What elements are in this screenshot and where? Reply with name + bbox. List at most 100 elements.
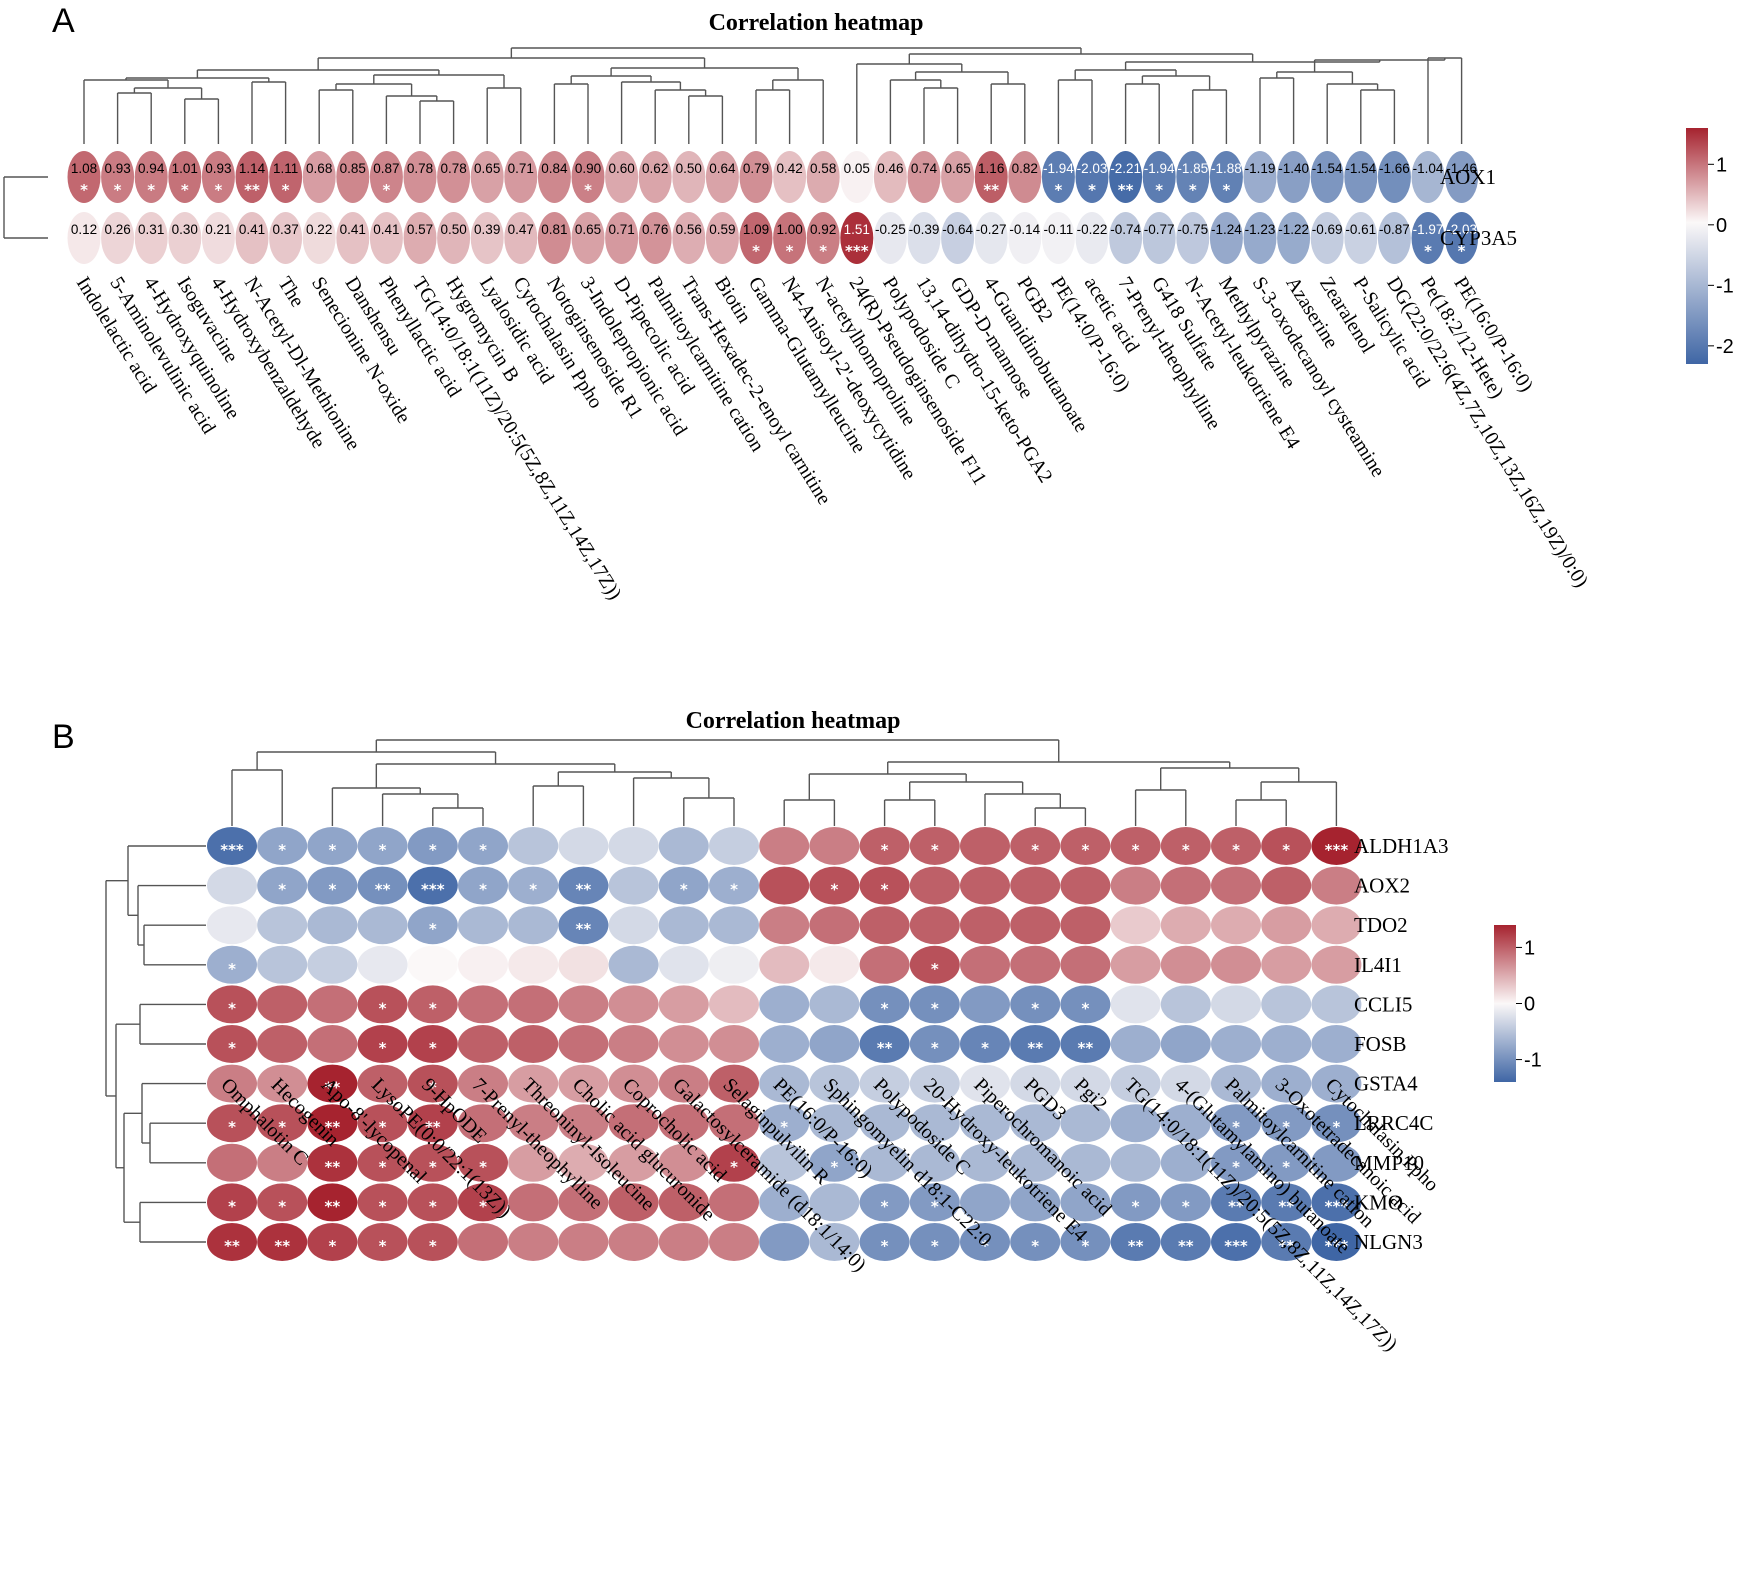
significance-mark: * xyxy=(278,1118,286,1136)
cell-aox2-8 xyxy=(608,866,659,905)
cell-value: 0.68 xyxy=(306,161,332,176)
significance-mark: * xyxy=(479,841,487,859)
cell-cyp3a5-0 xyxy=(67,212,101,264)
cell-il4i1-7 xyxy=(558,945,609,984)
cell-lrrc4c-19 xyxy=(1160,1104,1211,1143)
cell-aox1-11 xyxy=(437,151,471,203)
cell-aox1-2 xyxy=(134,151,168,203)
cell-nlgn3-17 xyxy=(1060,1223,1111,1261)
cell-aox1-21 xyxy=(773,151,807,203)
cell-aox1-8 xyxy=(336,151,370,203)
cell-value: -0.22 xyxy=(1077,222,1108,237)
cell-il4i1-22 xyxy=(1311,945,1362,984)
cell-tdo2-9 xyxy=(658,906,709,945)
significance-mark: ** xyxy=(325,1079,341,1097)
cell-aox1-32 xyxy=(1142,151,1176,203)
significance-mark: * xyxy=(1031,841,1039,859)
cell-gsta4-8 xyxy=(608,1064,659,1103)
legend-tick-label: 0 xyxy=(1524,994,1535,1016)
cell-tdo2-5 xyxy=(458,906,508,945)
cell-tdo2-0 xyxy=(207,906,257,945)
cell-aldh1a3-13 xyxy=(859,827,910,865)
panel-a-color-legend: 1 0 -1 -2 xyxy=(1686,128,1734,364)
cell-ccli5-22 xyxy=(1311,985,1362,1024)
cell-mmp10-19 xyxy=(1160,1143,1211,1182)
cell-aox2-2 xyxy=(307,866,358,905)
cell-aox1-37 xyxy=(1310,151,1344,203)
cell-tdo2-18 xyxy=(1110,906,1161,945)
cell-nlgn3-4 xyxy=(407,1223,458,1261)
cell-cyp3a5-1 xyxy=(101,212,135,264)
cell-tdo2-10 xyxy=(709,906,759,945)
cell-aox1-4 xyxy=(201,151,235,203)
cell-mmp10-11 xyxy=(759,1143,810,1182)
cell-mmp10-3 xyxy=(357,1143,408,1182)
significance-mark: * xyxy=(730,881,738,899)
cell-aox2-9 xyxy=(658,866,709,905)
cell-tdo2-11 xyxy=(759,906,810,945)
significance-mark: *** xyxy=(1325,841,1349,859)
cell-mmp10-4 xyxy=(407,1143,458,1182)
cell-cyp3a5-14 xyxy=(537,212,571,264)
cell-ccli5-4 xyxy=(407,985,458,1024)
cell-kmo-4 xyxy=(407,1183,458,1222)
cell-gsta4-3 xyxy=(357,1064,408,1103)
significance-mark: * xyxy=(429,1079,437,1097)
cell-value: 0.93 xyxy=(205,161,231,176)
cell-value: 0.58 xyxy=(810,161,836,176)
cell-mmp10-9 xyxy=(658,1143,709,1182)
cell-gsta4-11 xyxy=(759,1064,810,1103)
legend-colorbar xyxy=(1494,925,1516,1082)
significance-mark: * xyxy=(228,1197,236,1215)
cell-fosb-15 xyxy=(960,1025,1010,1063)
significance-mark: * xyxy=(379,841,387,859)
cell-value: 0.81 xyxy=(541,222,567,237)
cell-kmo-5 xyxy=(458,1183,508,1222)
significance-mark: * xyxy=(931,960,939,978)
cell-cyp3a5-15 xyxy=(571,212,605,264)
cell-value: 0.39 xyxy=(474,222,500,237)
cell-value: 1.09 xyxy=(743,222,769,237)
cell-nlgn3-19 xyxy=(1160,1223,1211,1261)
cell-cyp3a5-5 xyxy=(235,212,269,264)
cell-tdo2-8 xyxy=(608,906,659,945)
cell-gsta4-18 xyxy=(1110,1064,1161,1103)
cell-aox2-7 xyxy=(558,866,609,905)
cell-il4i1-14 xyxy=(909,945,960,984)
cell-fosb-10 xyxy=(709,1025,759,1063)
cell-kmo-3 xyxy=(357,1183,408,1222)
cell-il4i1-16 xyxy=(1010,945,1061,984)
cell-il4i1-3 xyxy=(357,945,408,984)
cell-mmp10-18 xyxy=(1110,1143,1161,1182)
significance-mark: * xyxy=(1182,841,1190,859)
cell-value: -0.61 xyxy=(1345,222,1376,237)
cell-value: 0.46 xyxy=(877,161,903,176)
cell-fosb-20 xyxy=(1211,1025,1261,1063)
cell-value: -1.46 xyxy=(1446,161,1477,176)
row-label-lrrc4c: LRRC4C xyxy=(1354,1111,1433,1135)
significance-mark: ** xyxy=(576,920,592,938)
cell-il4i1-13 xyxy=(859,945,910,984)
cell-mmp10-6 xyxy=(508,1143,559,1182)
significance-mark: ** xyxy=(375,881,391,899)
cell-lrrc4c-5 xyxy=(458,1104,508,1143)
cell-kmo-11 xyxy=(759,1183,810,1222)
cell-ccli5-21 xyxy=(1261,985,1312,1024)
cell-gsta4-14 xyxy=(909,1064,960,1103)
cell-value: 1.11 xyxy=(273,161,298,176)
significance-mark: * xyxy=(680,881,688,899)
cell-gsta4-12 xyxy=(809,1064,860,1103)
significance-mark: * xyxy=(379,1118,387,1136)
cell-aldh1a3-6 xyxy=(508,827,559,865)
cell-kmo-2 xyxy=(307,1183,358,1222)
cell-lrrc4c-11 xyxy=(759,1104,810,1143)
cell-value: 0.57 xyxy=(407,222,433,237)
cell-ccli5-8 xyxy=(608,985,659,1024)
cell-mmp10-1 xyxy=(257,1143,308,1182)
cell-nlgn3-3 xyxy=(357,1223,408,1261)
cell-gsta4-20 xyxy=(1211,1064,1261,1103)
significance-mark: * xyxy=(479,881,487,899)
cell-cyp3a5-12 xyxy=(470,212,504,264)
cell-lrrc4c-0 xyxy=(207,1104,257,1143)
cell-kmo-15 xyxy=(960,1183,1010,1222)
